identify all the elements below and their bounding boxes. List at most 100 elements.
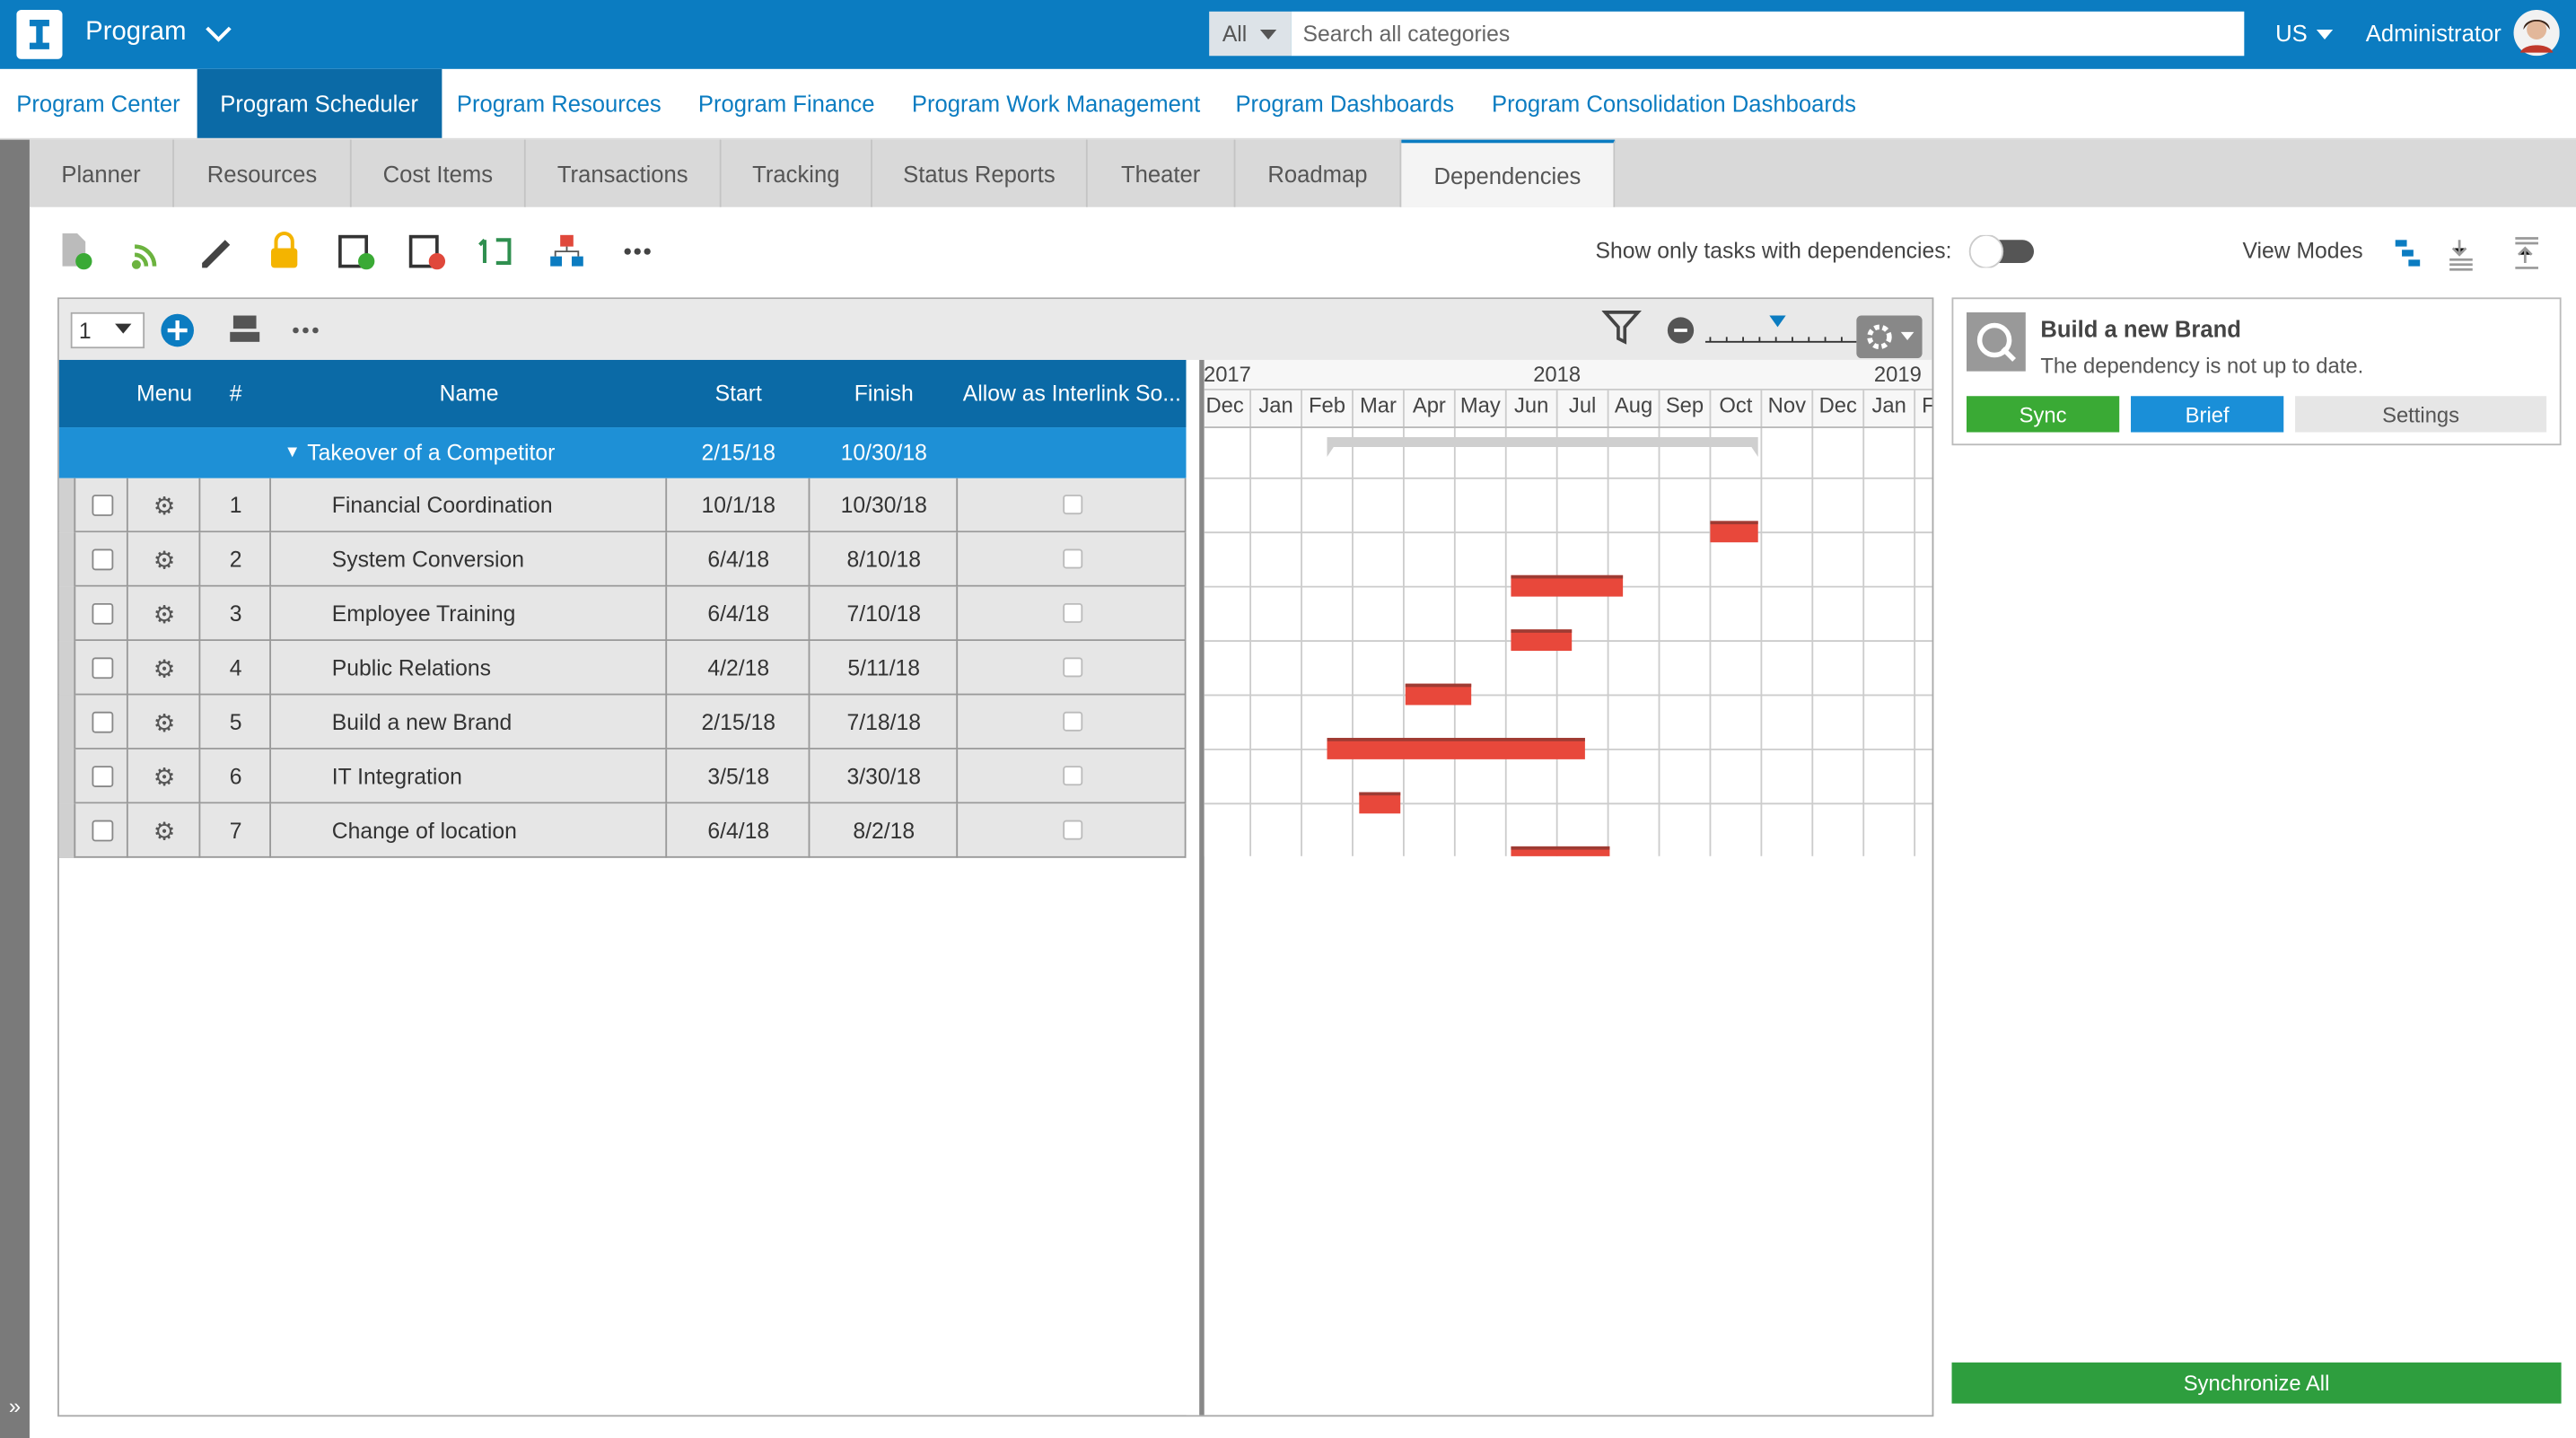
brief-button[interactable]: Brief (2131, 396, 2284, 433)
user-name[interactable]: Administrator (2365, 19, 2502, 47)
print-icon[interactable] (230, 315, 260, 342)
filter-icon[interactable] (1601, 311, 1642, 345)
level-select[interactable] (70, 311, 145, 349)
row-name: Public Relations (331, 655, 491, 680)
cell-border (958, 532, 1187, 587)
month-label: Jan (1258, 394, 1292, 418)
edit-icon[interactable] (202, 240, 231, 268)
dependency-title: Build a new Brand (2040, 315, 2241, 342)
row-checkbox[interactable] (92, 711, 114, 733)
sub-tab[interactable]: Theater (1088, 139, 1236, 207)
locale[interactable]: US (2275, 19, 2308, 47)
nav-tab[interactable]: Program Work Management (911, 90, 1201, 117)
row-menu[interactable]: ⚙ (153, 654, 176, 683)
cell-border (810, 586, 959, 642)
app-menu-chevron[interactable] (204, 24, 233, 44)
column-header[interactable]: # (229, 381, 242, 407)
gantt-settings[interactable] (1856, 315, 1923, 359)
splitter[interactable] (1186, 359, 1205, 1416)
sync-button[interactable]: Sync (1966, 396, 2120, 433)
search-scope-box[interactable] (1209, 11, 1292, 57)
view-mode-icons[interactable] (2390, 233, 2554, 273)
row-finish: 8/10/18 (846, 547, 921, 573)
zoom-slider[interactable] (1704, 315, 1857, 343)
interlink-checkbox[interactable] (1063, 602, 1083, 623)
row-checkbox[interactable] (92, 657, 114, 680)
sub-tab[interactable]: Tracking (722, 139, 872, 207)
sub-tab[interactable]: Planner (30, 139, 175, 207)
sub-tab[interactable]: Dependencies (1401, 139, 1616, 207)
nav-tab[interactable]: Program Scheduler (197, 68, 442, 138)
hierarchy-icon[interactable] (550, 234, 583, 267)
column-header[interactable]: Name (439, 381, 499, 407)
nav-tab[interactable]: Program Dashboards (1235, 90, 1455, 117)
row-menu[interactable]: ⚙ (153, 601, 176, 629)
interlink-checkbox[interactable] (1063, 495, 1083, 515)
row-checkbox[interactable] (92, 820, 114, 842)
approve-icon[interactable] (338, 234, 375, 270)
row-menu[interactable]: ⚙ (153, 546, 176, 574)
row-menu[interactable]: ⚙ (153, 817, 176, 846)
task-row (58, 641, 1187, 696)
sub-tab[interactable]: Roadmap (1235, 139, 1402, 207)
row-id: 2 (229, 547, 242, 573)
column-header[interactable]: Start (714, 381, 762, 407)
search-box[interactable] (1291, 11, 2245, 57)
interlink-checkbox[interactable] (1063, 657, 1083, 678)
dependency-toggle[interactable] (1968, 234, 2037, 268)
interlink-checkbox[interactable] (1063, 820, 1083, 840)
task-bar-top (1511, 574, 1624, 579)
more-icon[interactable] (624, 248, 651, 255)
cell-border (810, 803, 959, 858)
row-checkbox[interactable] (92, 766, 114, 788)
settings-button[interactable]: Settings (2295, 396, 2547, 433)
link-icon[interactable] (478, 238, 512, 265)
row-menu[interactable]: ⚙ (153, 492, 176, 521)
task-row (58, 586, 1187, 642)
left-rail (0, 139, 30, 1438)
row-checkbox[interactable] (92, 495, 114, 516)
sub-tab[interactable]: Cost Items (352, 139, 526, 207)
zoom-out[interactable] (1667, 317, 1695, 344)
row-start: 3/5/18 (707, 764, 770, 789)
app-name[interactable]: Program (85, 18, 187, 47)
logo[interactable] (16, 9, 63, 59)
task-bar-top (1405, 683, 1472, 688)
search-scope[interactable]: All (1222, 21, 1248, 47)
task-row (58, 532, 1187, 587)
lock-icon[interactable] (271, 231, 298, 268)
sub-tab[interactable]: Status Reports (872, 139, 1088, 207)
level-caret[interactable] (115, 323, 132, 334)
synchronize-all-button[interactable]: Synchronize All (1951, 1362, 2562, 1404)
column-header[interactable]: Menu (136, 381, 192, 407)
row-menu[interactable]: ⚙ (153, 709, 176, 738)
rail-expand[interactable]: » (8, 1392, 22, 1418)
cell-border (200, 478, 272, 533)
sub-tab[interactable]: Transactions (526, 139, 722, 207)
group-caret: ▼ (284, 443, 301, 462)
avatar[interactable] (2513, 9, 2560, 57)
row-menu[interactable]: ⚙ (153, 763, 176, 792)
sub-tab[interactable]: Resources (174, 139, 352, 207)
nav-tab[interactable]: Program Resources (456, 90, 662, 117)
row-finish: 7/18/18 (846, 709, 921, 735)
cell-border (667, 803, 810, 858)
reject-icon[interactable] (408, 234, 446, 270)
row-checkbox[interactable] (92, 602, 114, 625)
nav-tab[interactable]: Program Finance (697, 90, 875, 117)
task-bar (1511, 574, 1624, 597)
column-header[interactable]: Allow as Interlink So... (962, 381, 1181, 407)
interlink-checkbox[interactable] (1063, 766, 1083, 786)
nav-tab[interactable]: Program Center (16, 90, 180, 117)
feed-icon[interactable] (131, 244, 157, 269)
row-checkbox[interactable] (92, 548, 114, 571)
interlink-checkbox[interactable] (1063, 711, 1083, 732)
row-name: Employee Training (331, 601, 516, 627)
interlink-checkbox[interactable] (1063, 548, 1083, 569)
new-icon[interactable] (62, 232, 92, 270)
cell-border (667, 695, 810, 750)
nav-tab[interactable]: Program Consolidation Dashboards (1492, 90, 1856, 117)
column-header[interactable]: Finish (854, 381, 914, 407)
grid-more-icon[interactable] (293, 327, 319, 334)
add-button[interactable] (161, 313, 194, 347)
